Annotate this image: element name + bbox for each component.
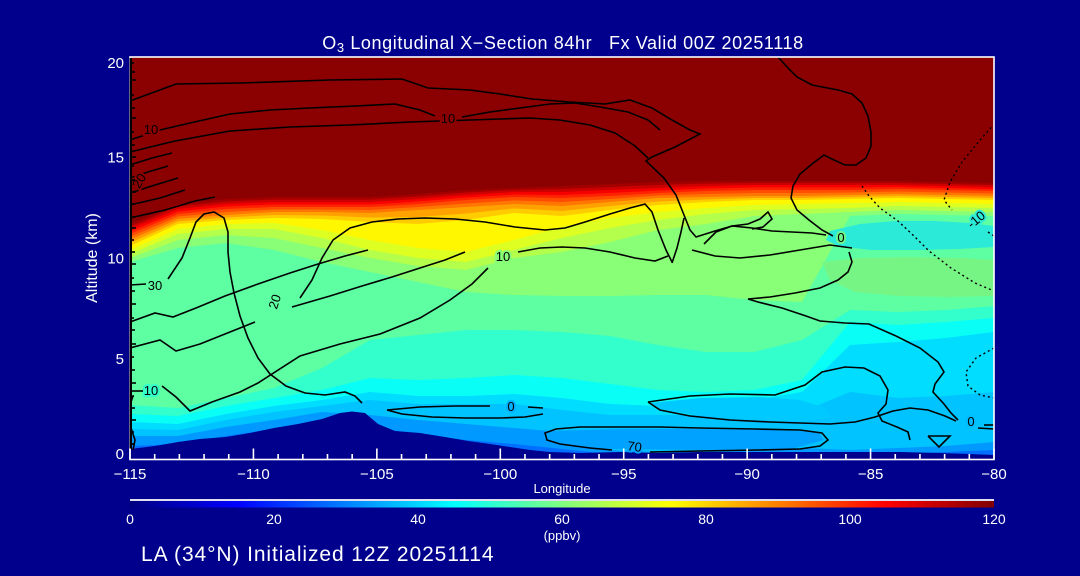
svg-text:0: 0 (507, 399, 514, 414)
svg-text:(ppbv): (ppbv) (544, 528, 581, 543)
svg-text:LA (34°N) Initialized 12Z 2025: LA (34°N) Initialized 12Z 20251114 (141, 543, 494, 566)
svg-text:10: 10 (107, 250, 124, 267)
svg-text:30: 30 (148, 278, 162, 293)
svg-text:−80: −80 (981, 466, 1006, 483)
svg-text:40: 40 (410, 511, 426, 527)
svg-text:10: 10 (144, 383, 158, 398)
svg-text:10: 10 (144, 122, 158, 137)
svg-text:−85: −85 (858, 466, 883, 483)
svg-text:10: 10 (496, 249, 510, 264)
svg-text:5: 5 (116, 351, 124, 368)
svg-text:0: 0 (116, 446, 124, 463)
svg-text:−90: −90 (734, 466, 759, 483)
svg-text:15: 15 (107, 150, 124, 167)
svg-text:−115: −115 (114, 466, 147, 483)
svg-text:70: 70 (626, 438, 642, 455)
svg-text:80: 80 (698, 511, 714, 527)
svg-text:0: 0 (837, 230, 844, 245)
svg-text:0: 0 (967, 414, 974, 429)
svg-text:20: 20 (265, 292, 284, 310)
svg-text:120: 120 (982, 511, 1006, 527)
svg-text:20: 20 (107, 55, 124, 72)
svg-text:−110: −110 (237, 466, 270, 483)
svg-text:−105: −105 (360, 466, 394, 483)
svg-text:10: 10 (441, 111, 455, 126)
svg-text:O3 Longitudinal X−Section 84hr: O3 Longitudinal X−Section 84hr Fx Valid … (322, 33, 803, 55)
svg-text:−95: −95 (611, 466, 636, 483)
svg-text:60: 60 (554, 511, 570, 527)
svg-text:0: 0 (126, 511, 134, 527)
svg-text:−100: −100 (483, 466, 517, 483)
svg-text:100: 100 (838, 511, 862, 527)
svg-text:20: 20 (266, 511, 282, 527)
svg-text:Altitude (km): Altitude (km) (84, 213, 101, 303)
svg-text:Longitude: Longitude (533, 481, 590, 496)
